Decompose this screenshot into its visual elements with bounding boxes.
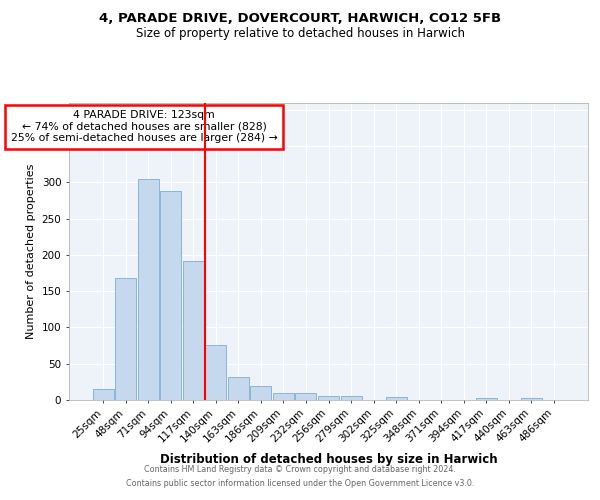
X-axis label: Distribution of detached houses by size in Harwich: Distribution of detached houses by size … [160,453,497,466]
Text: Contains HM Land Registry data © Crown copyright and database right 2024.
Contai: Contains HM Land Registry data © Crown c… [126,466,474,487]
Bar [115,278,136,400]
Bar [521,398,542,400]
Y-axis label: Number of detached properties: Number of detached properties [26,164,36,339]
Bar [92,389,113,400]
Bar [386,397,407,400]
Bar [250,386,271,400]
Bar [318,396,339,400]
Bar [228,377,249,400]
Bar [273,392,294,400]
Bar [160,191,181,400]
Text: Size of property relative to detached houses in Harwich: Size of property relative to detached ho… [136,28,464,40]
Bar [183,262,204,400]
Bar [476,398,497,400]
Bar [295,394,316,400]
Bar [205,345,226,400]
Text: 4 PARADE DRIVE: 123sqm
← 74% of detached houses are smaller (828)
25% of semi-de: 4 PARADE DRIVE: 123sqm ← 74% of detached… [11,110,278,143]
Bar [341,396,362,400]
Bar [137,178,158,400]
Text: 4, PARADE DRIVE, DOVERCOURT, HARWICH, CO12 5FB: 4, PARADE DRIVE, DOVERCOURT, HARWICH, CO… [99,12,501,26]
